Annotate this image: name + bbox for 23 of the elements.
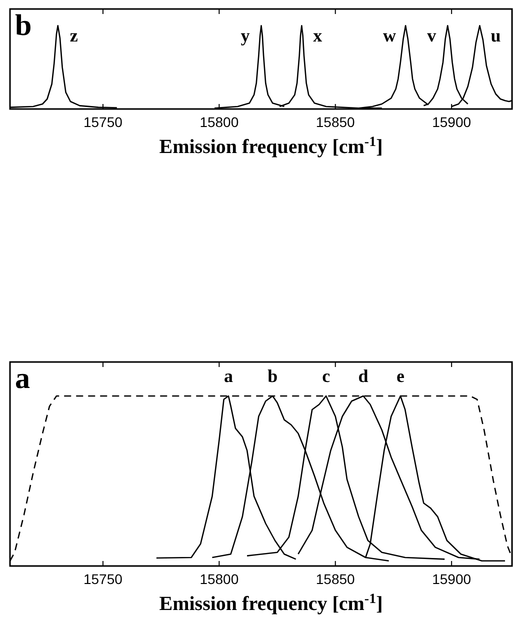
series-label: y bbox=[240, 26, 250, 46]
series-label: e bbox=[396, 366, 404, 386]
legend-label: v bbox=[427, 26, 436, 46]
series-label: z bbox=[70, 26, 78, 46]
text: a bbox=[15, 362, 30, 395]
legend-label: d bbox=[358, 366, 368, 386]
series-label: b bbox=[268, 366, 278, 386]
x-tick-label: 15800 bbox=[200, 571, 239, 587]
series-label: c bbox=[322, 366, 330, 386]
x-tick-label: 15850 bbox=[316, 571, 356, 587]
series-label: w bbox=[383, 26, 396, 46]
x-tick-label: 15800 bbox=[200, 114, 239, 130]
series-label: u bbox=[490, 26, 501, 46]
legend-label: x bbox=[313, 26, 322, 46]
x-tick-label: 15900 bbox=[432, 571, 472, 587]
legend-label: a bbox=[224, 366, 233, 386]
x-tick-label: 15900 bbox=[432, 114, 472, 130]
x-tick-label: 15750 bbox=[83, 114, 123, 130]
x-tick-label: 15750 bbox=[83, 571, 123, 587]
annotation: b bbox=[15, 9, 32, 42]
x-axis-title: Emission frequency [cm$^{-1}$] bbox=[159, 592, 383, 615]
x-axis-title: Emission frequency [cm$^{-1}$] bbox=[159, 134, 383, 158]
x-tick-label: 15850 bbox=[316, 114, 356, 130]
